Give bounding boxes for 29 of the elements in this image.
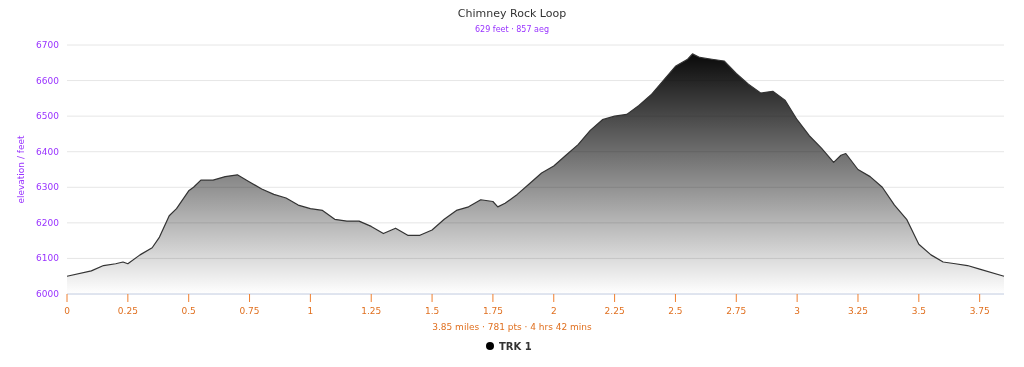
x-tick-label: 1.5 (424, 306, 440, 316)
x-tick-label: 0.5 (181, 306, 196, 316)
y-axis-title: elevation / feet (16, 134, 26, 204)
x-tick-label: 1.25 (361, 306, 382, 316)
x-tick-label: 0 (64, 306, 71, 316)
y-tick-label: 6400 (36, 146, 60, 157)
x-tick-label: 2 (550, 306, 557, 316)
x-tick-label: 1 (307, 306, 314, 316)
x-tick-label: 0.75 (239, 306, 260, 316)
y-tick-label: 6100 (36, 253, 60, 264)
x-tick-label: 3.5 (911, 306, 926, 316)
chart-subtitle: 629 feet · 857 aeg (475, 25, 549, 34)
x-tick-label: 1.75 (482, 306, 503, 316)
y-tick-label: 6600 (36, 75, 60, 86)
y-tick-label: 6300 (36, 182, 60, 193)
x-tick-label: 2.75 (726, 306, 747, 316)
y-tick-label: 6000 (36, 289, 60, 299)
x-tick-label: 3.25 (847, 306, 868, 316)
y-tick-label: 6500 (36, 111, 60, 122)
x-tick-label: 0.25 (117, 306, 138, 316)
text: 3.85 miles · 781 pts · 4 hrs 42 mins (432, 322, 593, 332)
x-tick-label: 3.75 (969, 306, 990, 316)
chart-title: Chimney Rock Loop (457, 7, 567, 20)
x-tick-label: 2.5 (668, 306, 683, 316)
x-tick-label: 3 (794, 306, 800, 316)
y-tick-label: 6700 (36, 40, 60, 50)
legend-label: TRK 1 (499, 341, 532, 352)
y-tick-label: 6200 (36, 217, 60, 228)
x-tick-label: 2.25 (604, 306, 625, 316)
